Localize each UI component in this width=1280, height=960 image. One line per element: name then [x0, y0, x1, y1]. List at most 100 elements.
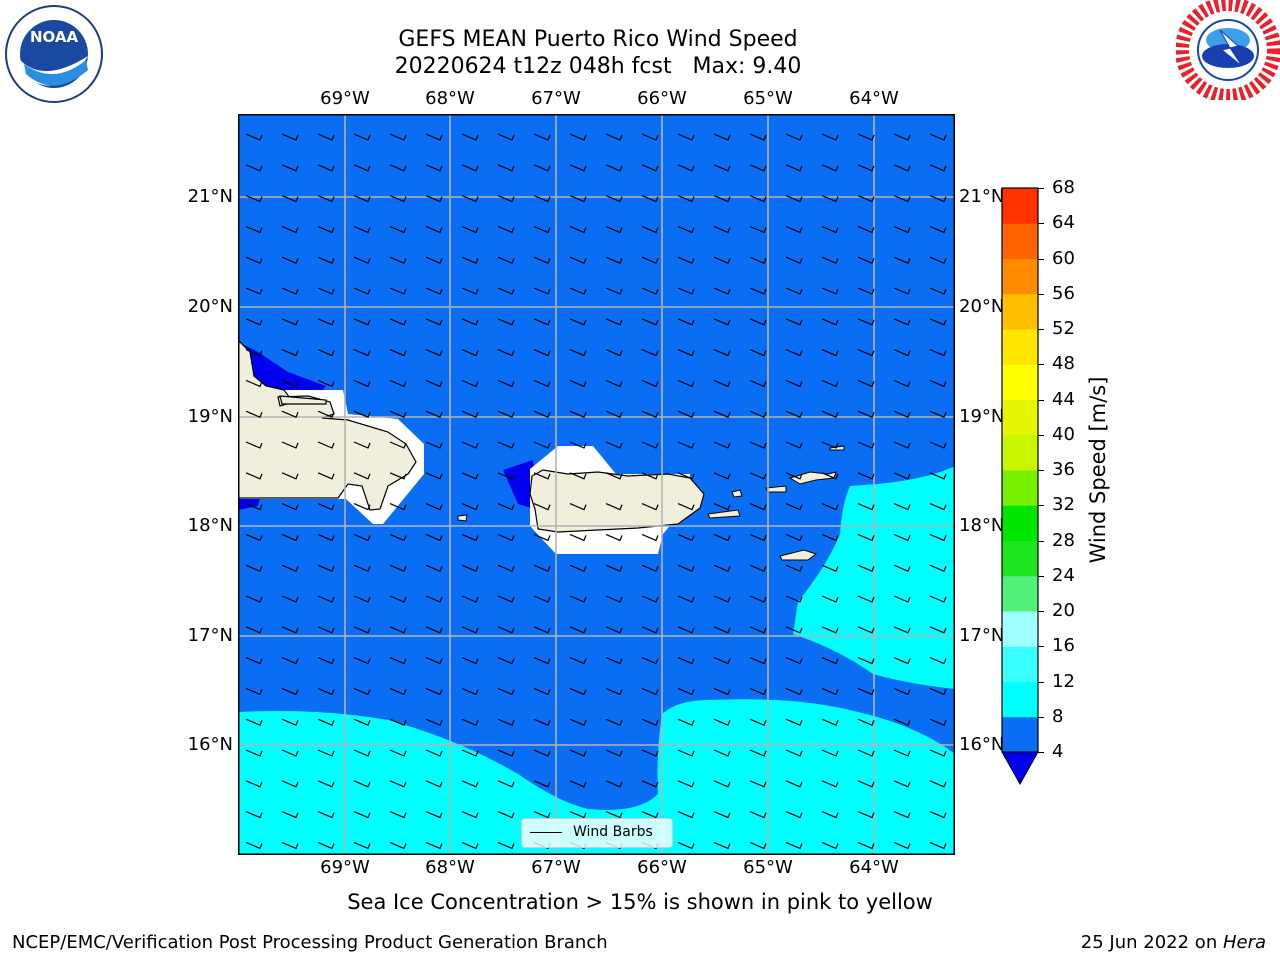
- wind-barb: [533, 287, 551, 295]
- land-tortuga: [279, 395, 327, 405]
- wind-barb: [677, 841, 695, 850]
- wind-barb: [353, 379, 371, 388]
- wind-barb: [281, 626, 299, 634]
- land-anegada: [829, 445, 845, 451]
- colorbar-tick-label: 68: [1052, 177, 1075, 198]
- wind-barb: [425, 811, 443, 819]
- wind-barb: [389, 626, 407, 634]
- wind-barb: [785, 533, 803, 542]
- wind-barb: [893, 349, 911, 357]
- lat-label-left-17n: 17°N: [187, 625, 233, 646]
- footer-date: 25 Jun 2022 on Hera: [1081, 932, 1266, 953]
- wind-barb: [353, 287, 371, 295]
- lon-label-bottom-67w: 67°W: [531, 857, 581, 878]
- wind-barb: [785, 225, 803, 234]
- wind-barb: [497, 718, 515, 726]
- wind-barb: [245, 133, 263, 141]
- lat-label-right-19n: 19°N: [959, 406, 1005, 427]
- wind-barb: [785, 595, 803, 603]
- lon-label-top-69w: 69°W: [320, 88, 370, 109]
- colorbar-cell: [1002, 364, 1038, 400]
- wind-barb: [497, 410, 515, 418]
- wind-barb: [425, 687, 443, 696]
- wind-barb: [713, 287, 731, 295]
- wind-barb: [461, 472, 479, 480]
- wind-barb: [569, 195, 587, 203]
- wind-barb: [857, 349, 875, 357]
- wind-barb: [245, 287, 263, 295]
- wind-barb: [317, 687, 335, 696]
- wind-barb: [533, 164, 551, 172]
- wind-barb: [389, 533, 407, 542]
- wind-barb: [893, 133, 911, 141]
- wind-barb: [713, 811, 731, 819]
- colorbar-cell: [1002, 258, 1038, 295]
- wind-barb: [281, 841, 299, 850]
- wind-barb: [317, 657, 335, 665]
- wind-barb: [569, 410, 587, 418]
- wind-barb: [497, 626, 515, 634]
- wind-barb: [641, 256, 659, 264]
- wind-barb: [677, 595, 695, 603]
- wind-barb: [317, 533, 335, 542]
- wind-barb: [317, 164, 335, 172]
- wind-barb: [317, 564, 335, 572]
- wind-barb: [353, 749, 371, 757]
- wind-barb: [749, 256, 767, 264]
- wind-barb: [605, 533, 623, 542]
- colorbar-tick-label: 4: [1052, 741, 1064, 762]
- lon-label-bottom-68w: 68°W: [425, 857, 475, 878]
- wind-barb: [785, 657, 803, 665]
- wind-barb: [713, 410, 731, 418]
- colorbar-cell: [1002, 470, 1038, 506]
- wind-barb: [713, 195, 731, 203]
- wind-barb: [497, 287, 515, 295]
- wind-barb: [317, 256, 335, 264]
- lon-label-bottom-69w: 69°W: [320, 857, 370, 878]
- wind-barb: [641, 195, 659, 203]
- wind-barb: [857, 718, 875, 726]
- lat-label-right-20n: 20°N: [959, 296, 1005, 317]
- wind-barb: [281, 472, 299, 480]
- lat-label-right-18n: 18°N: [959, 515, 1005, 536]
- wind-barb: [569, 811, 587, 819]
- wind-barb: [281, 195, 299, 203]
- wind-barb: [605, 318, 623, 326]
- colorbar-tick: [1038, 752, 1044, 753]
- wind-zone-8-12-southeast: [657, 699, 955, 855]
- colorbar-tick: [1038, 329, 1044, 330]
- wind-barb: [749, 626, 767, 634]
- wind-barb: [713, 533, 731, 542]
- wind-barb: [569, 287, 587, 295]
- wind-barb: [713, 749, 731, 757]
- wind-barb: [281, 349, 299, 357]
- map-legend: Wind Barbs: [521, 818, 673, 848]
- wind-barb: [713, 718, 731, 726]
- wind-barb: [353, 133, 371, 141]
- wind-barb: [245, 687, 263, 696]
- colorbar-cell: [1002, 399, 1038, 436]
- wind-barb: [317, 595, 335, 603]
- wind-barb: [569, 349, 587, 357]
- wind-barb: [425, 164, 443, 172]
- wind-barb: [281, 318, 299, 326]
- wind-barb: [857, 441, 875, 449]
- wind-barb: [749, 564, 767, 572]
- wind-barb: [281, 811, 299, 819]
- wind-barb: [821, 657, 839, 665]
- colorbar-tick-label: 28: [1052, 529, 1075, 551]
- lon-label-top-64w: 64°W: [849, 88, 899, 109]
- wind-barb: [893, 410, 911, 418]
- wind-barb: [497, 503, 515, 511]
- wind-barb: [425, 349, 443, 357]
- lon-label-top-67w: 67°W: [531, 88, 581, 109]
- wind-barb: [641, 780, 659, 788]
- wind-barb: [677, 564, 695, 572]
- wind-barb: [497, 533, 515, 542]
- wind-barb: [425, 749, 443, 757]
- wind-barb: [713, 349, 731, 357]
- wind-barb: [353, 626, 371, 634]
- wind-barb: [245, 441, 263, 449]
- land-puerto-rico: [529, 469, 705, 533]
- colorbar-tick: [1038, 505, 1044, 507]
